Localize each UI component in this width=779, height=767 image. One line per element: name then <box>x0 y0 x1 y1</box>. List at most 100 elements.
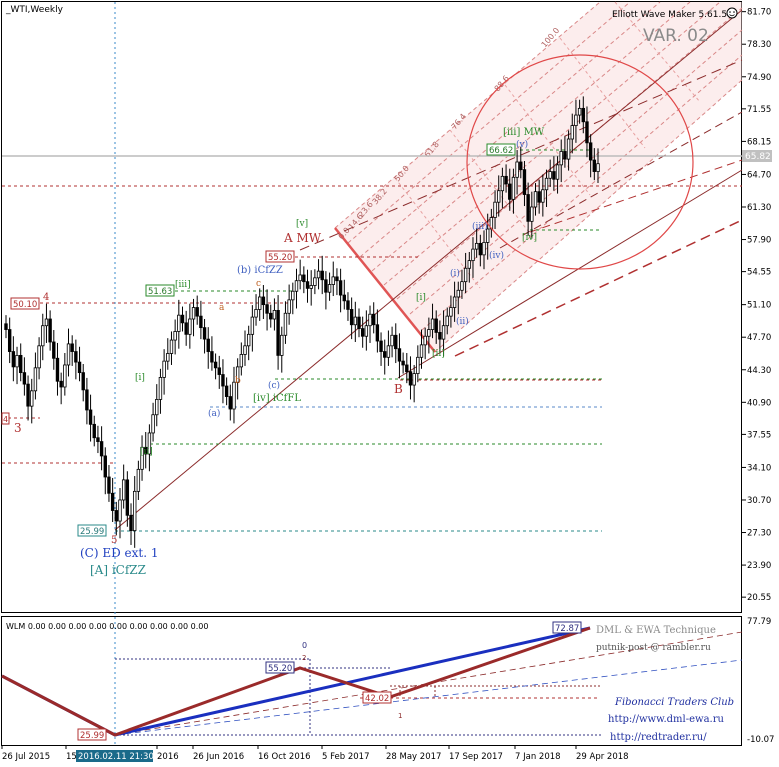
candle-body-32 <box>121 479 126 501</box>
candle-body-158 <box>585 121 589 144</box>
candle-body-101 <box>375 324 380 342</box>
symbol-title: _WTI,Weekly <box>5 5 64 15</box>
candle-body-6 <box>26 383 30 407</box>
candle-body-17 <box>66 343 71 366</box>
wave-biii: [iii] <box>175 280 191 290</box>
sub-box-2599-frame <box>77 728 107 741</box>
candle-body-21 <box>81 372 85 391</box>
candle-body-4 <box>19 354 23 374</box>
wave-bii: [ii] <box>140 447 153 457</box>
candle-body-83 <box>309 285 313 289</box>
left-tag-frame <box>1 412 10 425</box>
wave-piii: (iii) <box>472 221 488 232</box>
candle-body-31 <box>118 499 122 522</box>
candle-body-150 <box>555 164 560 180</box>
candle-body-82 <box>305 281 310 289</box>
branding-group: DML & EWA Technique putnik-post @ ramble… <box>596 625 734 743</box>
wave-b-icfzz: (b) iCfZZ <box>237 265 283 276</box>
wave-piv: (iv) <box>489 250 504 261</box>
candle-body-65 <box>243 345 247 355</box>
brand-line-5: http://redtrader.ru/ <box>610 732 707 743</box>
wave-5: 5 <box>111 535 117 546</box>
sub-red-line <box>1 626 591 737</box>
candle-body-152 <box>563 151 567 160</box>
candle-body-161 <box>596 163 600 172</box>
sub-box-4202-frame <box>362 691 392 704</box>
candle-body-49 <box>184 322 188 335</box>
candle-body-52 <box>195 307 199 317</box>
candle-body-70 <box>261 296 266 306</box>
wave-label-group: 3 4 5 (C) ED ext. 1 [A] iCfZZ A MW B (b)… <box>14 127 545 577</box>
y-tick-label-14: 34.10 <box>747 463 771 473</box>
price-box-5010: 50.10 <box>13 300 37 310</box>
candle-body-114 <box>423 335 427 346</box>
wave-b-small: b <box>235 376 241 386</box>
current-price-label: 65.82 <box>745 152 771 162</box>
price-box-5520-frame <box>265 250 295 263</box>
candle-body-79 <box>294 280 299 292</box>
price-box-6662-frame <box>486 143 516 156</box>
candle-body-119 <box>441 325 446 340</box>
candle-body-81 <box>302 274 306 283</box>
candle-body-134 <box>497 190 501 203</box>
candle-body-136 <box>504 175 508 185</box>
candle-body-143 <box>530 206 534 222</box>
candle-body-140 <box>519 161 523 171</box>
candle-body-121 <box>449 307 453 317</box>
candle-body-141 <box>522 169 527 195</box>
candle-body-133 <box>493 201 497 218</box>
price-box-2599-frame <box>77 524 107 537</box>
candle-body-96 <box>357 316 361 329</box>
sub-box-2599: 25.99 <box>80 731 104 741</box>
x-tick-label-5: 16 Oct 2016 <box>258 752 311 762</box>
candle-body-64 <box>239 354 244 368</box>
main-panel-frame <box>1 1 742 613</box>
candle-body-137 <box>508 183 512 200</box>
highlight-circle <box>466 54 694 270</box>
x-tick-label-10: 29 Apr 2018 <box>576 752 629 762</box>
candle-body-77 <box>287 299 291 314</box>
candle-body-3 <box>15 354 19 368</box>
candle-body-124 <box>460 281 464 291</box>
wave-biv: [iv] <box>522 233 537 243</box>
candle-body-100 <box>372 313 376 326</box>
candle-body-123 <box>456 289 460 298</box>
candle-body-87 <box>324 279 328 293</box>
price-box-5520: 55.20 <box>268 253 292 263</box>
candle-body-146 <box>541 189 545 203</box>
x-tick-label-8: 17 Sep 2017 <box>449 752 503 762</box>
y-tick-label-16: 27.30 <box>747 529 771 539</box>
wave-pi: (i) <box>450 268 460 279</box>
x-tick-label-6: 5 Feb 2017 <box>322 752 370 762</box>
left-tag: 4 <box>3 415 8 424</box>
candle-body-88 <box>327 284 332 293</box>
candle-body-19 <box>74 351 78 363</box>
candle-body-147 <box>544 177 549 191</box>
candle-body-58 <box>217 367 221 375</box>
candle-body-157 <box>581 107 585 123</box>
candle-body-130 <box>482 242 486 256</box>
candle-body-116 <box>430 318 435 330</box>
candle-body-18 <box>70 343 74 352</box>
candle-body-30 <box>114 510 119 522</box>
x-tick-label-0: 26 Jul 2015 <box>2 752 50 762</box>
candle-body-7 <box>30 390 34 407</box>
candle-body-159 <box>588 142 593 161</box>
candle-body-23 <box>88 409 93 425</box>
candle-body-10 <box>41 325 45 347</box>
sub-num-2: 2 <box>302 654 306 662</box>
candle-body-99 <box>368 313 372 327</box>
fib-channel-band <box>335 2 742 352</box>
y-tick-label-15: 30.70 <box>747 496 771 506</box>
candle-body-117 <box>434 318 438 333</box>
date-cursor-box <box>76 750 153 762</box>
wave-b: B <box>394 382 403 396</box>
brand-line-3: Fibonacci Traders Club <box>614 697 734 708</box>
candle-body-153 <box>566 138 571 160</box>
candle-body-41 <box>155 399 159 416</box>
date-cursor-label: 2016.02.11 21:30 <box>78 752 154 762</box>
candle-body-67 <box>250 316 255 335</box>
candle-body-20 <box>77 361 82 374</box>
candle-body-45 <box>169 339 174 354</box>
candle-body-54 <box>202 327 207 340</box>
